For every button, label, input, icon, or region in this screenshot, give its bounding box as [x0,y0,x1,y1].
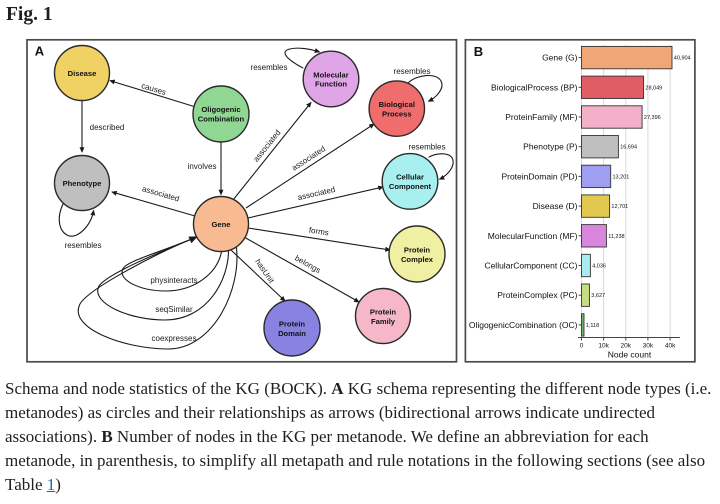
svg-text:associated: associated [252,128,283,163]
svg-text:belongs: belongs [293,254,322,276]
svg-text:physinteracts: physinteracts [150,276,197,285]
svg-text:28,049: 28,049 [645,85,662,91]
svg-text:10k: 10k [598,343,609,350]
svg-text:40k: 40k [665,343,676,350]
svg-text:0: 0 [580,343,584,350]
svg-text:Gene: Gene [212,220,231,229]
svg-text:Complex: Complex [401,255,434,264]
svg-text:Protein: Protein [279,320,306,329]
svg-text:A: A [35,44,45,59]
svg-text:12,701: 12,701 [611,204,628,210]
svg-text:Process: Process [382,110,412,119]
svg-text:Disease (D): Disease (D) [533,201,578,211]
svg-text:30k: 30k [643,343,654,350]
svg-text:associated: associated [141,184,180,203]
svg-text:involves: involves [188,162,217,171]
svg-text:Function: Function [315,80,347,89]
svg-text:Oligogenic: Oligogenic [201,105,240,114]
svg-text:resembles: resembles [65,241,102,250]
svg-text:ProteinFamily (MF): ProteinFamily (MF) [505,112,577,122]
svg-text:MolecularFunction (MF): MolecularFunction (MF) [488,231,578,241]
svg-text:resembles: resembles [394,67,431,76]
svg-text:Phenotype: Phenotype [63,179,102,188]
svg-text:Node count: Node count [608,350,652,360]
svg-text:27,396: 27,396 [644,115,661,121]
svg-text:CellularComponent (CC): CellularComponent (CC) [484,261,577,271]
svg-text:Domain: Domain [278,329,306,338]
svg-text:Protein: Protein [404,246,431,255]
svg-text:Molecular: Molecular [313,71,348,80]
svg-text:4,036: 4,036 [592,264,606,270]
svg-text:40,904: 40,904 [674,56,691,62]
svg-text:forms: forms [308,226,329,238]
svg-text:Family: Family [371,317,396,326]
svg-text:Phenotype (P): Phenotype (P) [523,142,578,152]
svg-text:Component: Component [389,182,432,191]
svg-text:seqSimilar: seqSimilar [155,305,193,314]
svg-text:20k: 20k [621,343,632,350]
svg-text:BiologicalProcess (BP): BiologicalProcess (BP) [491,82,578,92]
svg-text:resembles: resembles [409,143,446,152]
svg-text:ProteinComplex (PC): ProteinComplex (PC) [497,290,577,300]
svg-text:13,201: 13,201 [613,174,630,180]
svg-text:B: B [474,44,483,59]
svg-text:11,238: 11,238 [608,234,624,240]
svg-text:ProteinDomain (PD): ProteinDomain (PD) [501,171,577,181]
svg-text:Combination: Combination [198,115,245,124]
svg-text:1,118: 1,118 [586,323,599,329]
svg-text:described: described [90,123,125,132]
svg-text:3,627: 3,627 [591,293,605,299]
svg-text:resembles: resembles [251,63,288,72]
svg-text:Protein: Protein [370,308,397,317]
svg-text:Disease: Disease [68,69,97,78]
svg-text:OligogenicCombination (OC): OligogenicCombination (OC) [469,320,578,330]
svg-text:Cellular: Cellular [396,173,424,182]
svg-text:16,694: 16,694 [620,145,637,151]
svg-text:coexpresses: coexpresses [152,334,197,343]
svg-text:Gene (G): Gene (G) [542,53,578,63]
svg-text:Biological: Biological [379,100,415,109]
